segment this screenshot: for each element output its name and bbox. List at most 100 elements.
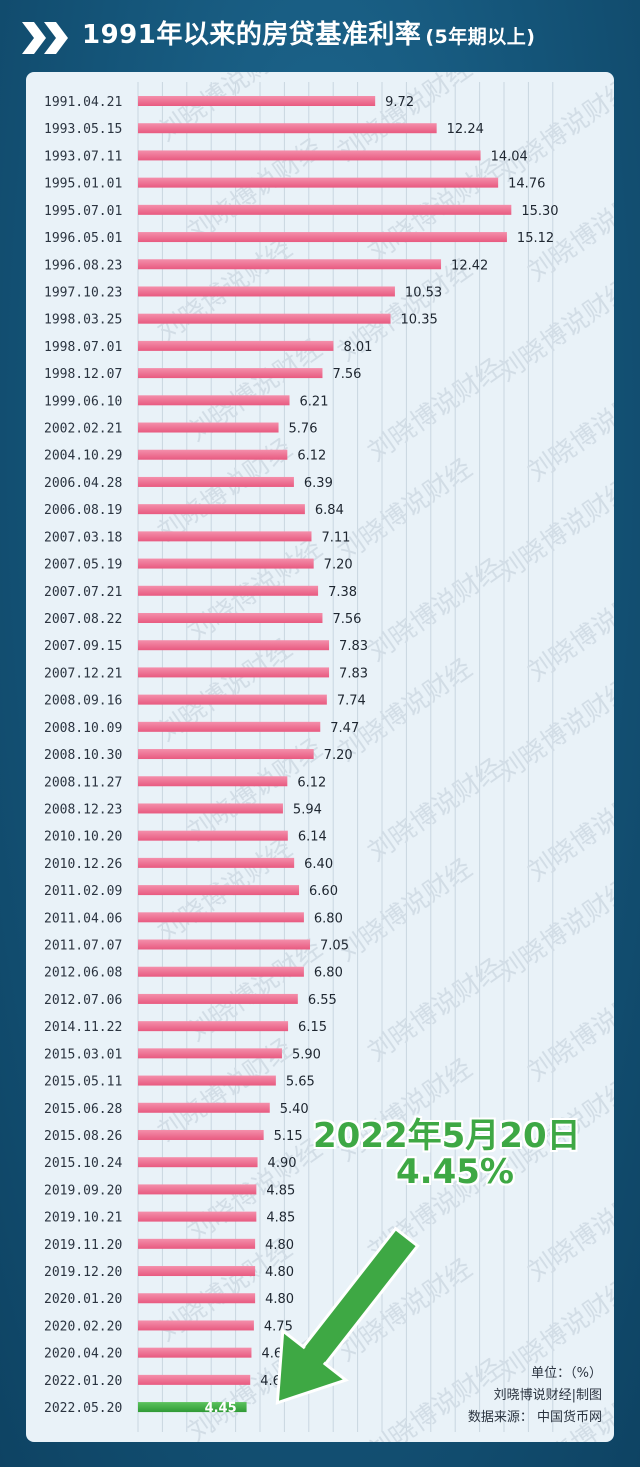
bar (138, 939, 311, 950)
value-label: 10.53 (405, 285, 442, 300)
value-label: 8.01 (343, 340, 372, 355)
bar (138, 1021, 289, 1032)
watermark-text: 刘晓博说财经 (493, 874, 614, 988)
value-label: 4.45 (205, 1401, 237, 1416)
category-label: 2002.02.21 (44, 422, 122, 437)
watermark-text: 刘晓博说财经 (523, 374, 614, 488)
callout-rate: 4.45% (396, 1152, 514, 1192)
category-label: 2008.12.23 (44, 802, 122, 817)
value-label: 5.76 (289, 422, 318, 437)
category-label: 2007.09.15 (44, 639, 122, 654)
watermark-text: 刘晓博说财经 (363, 554, 508, 668)
watermark-text: 刘晓博说财经 (523, 1174, 614, 1288)
bar-highlight (138, 1402, 247, 1413)
value-label: 5.40 (280, 1102, 309, 1117)
value-label: 4.85 (266, 1183, 295, 1198)
value-label: 7.56 (332, 612, 361, 627)
watermark-text: 刘晓博说财经 (333, 854, 478, 968)
chevrons-icon (22, 22, 68, 54)
value-label: 7.11 (321, 530, 350, 545)
value-label: 6.14 (298, 830, 327, 845)
watermark-text: 刘晓博说财经 (363, 954, 508, 1068)
category-label: 2010.10.20 (44, 830, 122, 845)
category-label: 1998.03.25 (44, 313, 122, 328)
value-label: 5.90 (292, 1047, 321, 1062)
value-label: 15.30 (521, 204, 558, 219)
category-label: 2015.06.28 (44, 1102, 122, 1117)
bars-layer: 1991.04.21 9.72 1993.05.15 12.24 1993.07.11 1… (44, 95, 559, 1416)
bar (138, 993, 298, 1004)
category-label: 2007.05.19 (44, 558, 122, 573)
category-label: 1995.01.01 (44, 177, 122, 192)
source-label: 数据来源： 中国货币网 (467, 1410, 602, 1425)
category-label: 2004.10.29 (44, 449, 122, 464)
value-label: 5.15 (274, 1129, 303, 1144)
bar (138, 558, 314, 569)
bar (138, 1157, 258, 1168)
category-label: 1993.05.15 (44, 122, 122, 137)
category-label: 2010.12.26 (44, 857, 122, 872)
bar (138, 749, 314, 760)
category-label: 2022.05.20 (44, 1401, 122, 1416)
value-label: 4.90 (268, 1156, 297, 1171)
bar (138, 204, 512, 215)
bar (138, 803, 283, 814)
bar (138, 721, 321, 732)
bar (138, 1266, 256, 1277)
bar (138, 830, 288, 841)
watermark-text: 刘晓博说财经 (153, 72, 298, 148)
value-label: 12.42 (451, 258, 488, 273)
unit-label: 单位：（%） (531, 1366, 602, 1381)
watermark-text: 刘晓博说财经 (493, 474, 614, 588)
value-label: 4.75 (264, 1319, 293, 1334)
value-label: 14.04 (491, 149, 528, 164)
watermark-text: 刘晓博说财经 (493, 274, 614, 388)
value-label: 6.40 (304, 857, 333, 872)
watermark-text: 刘晓博说财经 (333, 454, 478, 568)
bar (138, 1075, 276, 1086)
bar (138, 857, 295, 868)
category-label: 2008.10.09 (44, 721, 122, 736)
bar (138, 96, 376, 106)
category-label: 1998.12.07 (44, 367, 122, 382)
watermark-text: 刘晓博说财经 (523, 574, 614, 688)
bar (138, 476, 294, 487)
value-label: 4.80 (265, 1238, 294, 1253)
watermark-text: 刘晓博说财经 (493, 674, 614, 788)
bar (138, 177, 499, 188)
value-label: 6.12 (297, 449, 326, 464)
bar (138, 232, 507, 243)
category-label: 2020.02.20 (44, 1319, 122, 1334)
category-label: 1995.07.01 (44, 204, 122, 219)
watermark-text: 刘晓博说财经 (523, 974, 614, 1088)
category-label: 2019.12.20 (44, 1265, 122, 1280)
bar (138, 259, 442, 270)
category-label: 1997.10.23 (44, 285, 122, 300)
bar (138, 1293, 256, 1304)
bar (138, 340, 334, 351)
value-label: 4.80 (265, 1292, 294, 1307)
category-label: 2015.03.01 (44, 1047, 122, 1062)
bar (138, 1211, 257, 1222)
category-label: 2015.05.11 (44, 1075, 122, 1090)
value-label: 7.56 (332, 367, 361, 382)
header: 1991年以来的房贷基准利率 (5年期以上) (0, 0, 640, 72)
value-label: 4.80 (265, 1265, 294, 1280)
category-label: 2008.10.30 (44, 748, 122, 763)
category-label: 2012.07.06 (44, 993, 122, 1008)
page-title: 1991年以来的房贷基准利率 (5年期以上) (82, 14, 535, 51)
bar (138, 395, 290, 406)
bar (138, 885, 300, 896)
category-label: 2006.04.28 (44, 476, 122, 491)
category-label: 2020.01.20 (44, 1292, 122, 1307)
category-label: 2012.06.08 (44, 966, 122, 981)
bar (138, 1347, 252, 1358)
category-label: 1991.04.21 (44, 95, 122, 110)
value-label: 6.12 (297, 775, 326, 790)
watermark-text: 刘晓博说财经 (523, 774, 614, 888)
category-label: 2011.02.09 (44, 884, 122, 899)
value-label: 7.83 (339, 639, 368, 654)
down-arrow-icon (275, 1226, 420, 1405)
category-label: 2022.01.20 (44, 1374, 122, 1389)
